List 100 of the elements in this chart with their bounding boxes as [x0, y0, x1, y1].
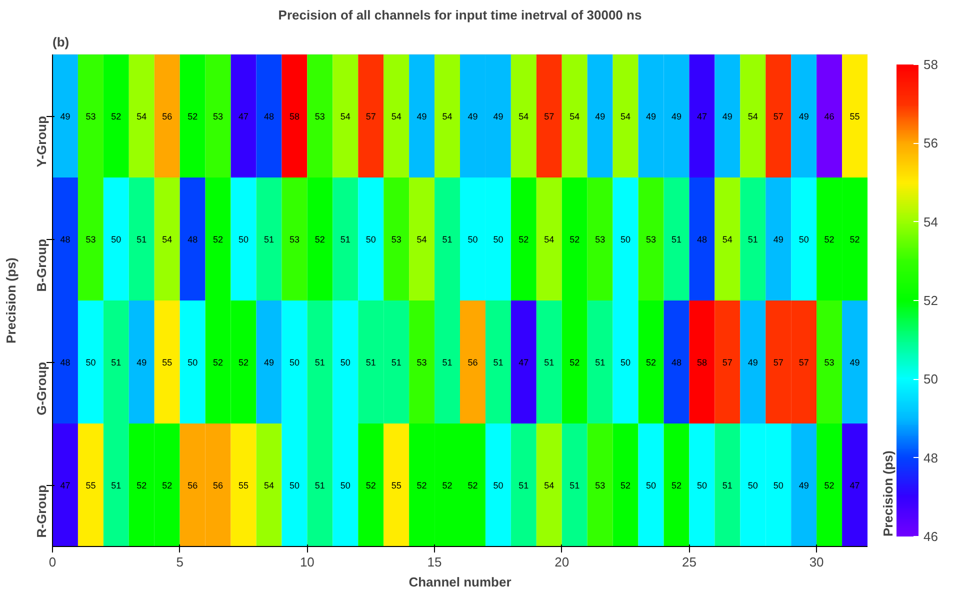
- color-bar-label: 52: [924, 293, 938, 308]
- color-bar-label: 48: [924, 450, 938, 466]
- data-label: 54: [544, 480, 554, 490]
- data-label: 58: [289, 112, 300, 122]
- data-label: 51: [314, 480, 325, 490]
- data-label: 46: [824, 112, 834, 122]
- data-label: 52: [850, 234, 860, 244]
- data-label: 52: [570, 358, 580, 368]
- y-axis-title: Precision (ps): [4, 258, 18, 344]
- data-label: 50: [798, 234, 809, 244]
- y-tick-label: B-Group: [34, 238, 49, 292]
- data-label: 51: [111, 480, 122, 490]
- data-label: 49: [493, 112, 504, 122]
- data-label: 52: [620, 480, 631, 490]
- data-label: 49: [798, 112, 809, 122]
- color-bar-label: 50: [924, 372, 938, 387]
- data-label: 48: [264, 112, 274, 122]
- data-label: 52: [136, 480, 147, 490]
- data-label: 49: [773, 234, 784, 244]
- data-label: 47: [696, 112, 707, 122]
- data-label: 50: [468, 234, 478, 244]
- data-label: 51: [595, 358, 606, 368]
- data-label: 47: [850, 480, 860, 490]
- data-label: 49: [60, 112, 70, 122]
- data-label: 49: [468, 112, 478, 122]
- data-label: 52: [238, 358, 249, 368]
- chart-title: Precision of all channels for input time inetrval of 30000 ns: [278, 8, 642, 22]
- data-label: 52: [518, 234, 529, 244]
- data-label: 50: [493, 234, 504, 244]
- data-label: 54: [416, 234, 427, 244]
- data-label: 54: [748, 112, 758, 122]
- data-label: 55: [238, 480, 249, 490]
- data-label: 51: [748, 234, 758, 244]
- data-label: 51: [264, 234, 274, 244]
- data-label: 49: [136, 358, 147, 368]
- data-label: 51: [518, 480, 529, 490]
- data-label: 50: [696, 480, 707, 490]
- data-label: 51: [442, 358, 452, 368]
- data-label: 49: [264, 358, 274, 368]
- color-bar-label: 56: [924, 136, 938, 151]
- data-label: 49: [850, 358, 860, 368]
- data-label: 49: [671, 112, 682, 122]
- data-label: 51: [391, 358, 402, 368]
- data-label: 50: [620, 358, 631, 368]
- data-label: 54: [264, 480, 274, 490]
- data-label: 49: [595, 112, 606, 122]
- data-label: 50: [111, 234, 122, 244]
- data-label: 52: [162, 480, 172, 490]
- data-label: 53: [391, 234, 402, 244]
- data-label: 50: [188, 358, 198, 368]
- data-label: 55: [162, 358, 172, 368]
- data-label: 58: [696, 358, 707, 368]
- data-label: 48: [696, 234, 707, 244]
- data-label: 48: [60, 234, 70, 244]
- color-bar-label: 54: [924, 214, 938, 230]
- data-label: 54: [391, 112, 402, 122]
- data-label: 49: [416, 112, 427, 122]
- y-tick-label: G-Group: [34, 362, 49, 416]
- data-label: 57: [773, 358, 784, 368]
- x-tick-label: 30: [809, 554, 824, 570]
- x-tick-label: 0: [48, 554, 56, 570]
- data-label: 50: [773, 480, 784, 490]
- data-label: 53: [86, 234, 96, 244]
- data-label: 56: [162, 112, 172, 122]
- data-label: 50: [620, 234, 631, 244]
- data-label: 54: [136, 112, 147, 122]
- color-bar-label: 58: [924, 57, 938, 72]
- data-label: 51: [544, 358, 554, 368]
- data-label: 57: [722, 358, 732, 368]
- data-label: 52: [213, 358, 224, 368]
- data-label: 51: [493, 358, 504, 368]
- data-label: 57: [798, 358, 809, 368]
- data-label: 52: [314, 234, 325, 244]
- data-label: 50: [289, 480, 300, 490]
- data-label: 51: [442, 234, 452, 244]
- x-tick-label: 10: [300, 554, 314, 570]
- data-label: 52: [671, 480, 682, 490]
- data-label: 52: [646, 358, 656, 368]
- data-label: 51: [136, 234, 147, 244]
- data-label: 52: [468, 480, 478, 490]
- data-label: 54: [340, 112, 350, 122]
- x-tick-label: 5: [176, 554, 184, 570]
- data-label: 52: [111, 112, 122, 122]
- data-label: 56: [468, 358, 478, 368]
- color-bar-title: Precision (ps): [880, 450, 896, 536]
- data-label: 49: [748, 358, 758, 368]
- data-label: 51: [314, 358, 325, 368]
- data-label: 53: [314, 112, 325, 122]
- data-label: 52: [824, 480, 834, 490]
- data-label: 53: [595, 234, 606, 244]
- data-label: 54: [620, 112, 631, 122]
- data-label: 54: [570, 112, 580, 122]
- data-label: 52: [416, 480, 427, 490]
- data-label: 53: [213, 112, 224, 122]
- x-axis-title: Channel number: [408, 574, 512, 590]
- data-label: 54: [162, 234, 172, 244]
- data-label: 55: [850, 112, 860, 122]
- y-tick-label: Y-Group: [34, 116, 49, 168]
- data-label: 51: [340, 234, 350, 244]
- text: (b): [52, 34, 70, 50]
